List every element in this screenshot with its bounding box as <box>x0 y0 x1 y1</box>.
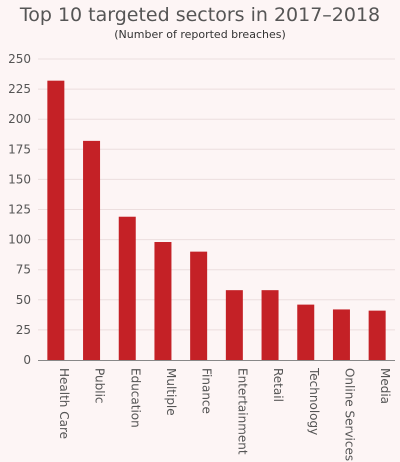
bar <box>332 309 350 360</box>
y-tick-label: 225 <box>8 82 31 96</box>
y-tick-label: 50 <box>16 293 31 307</box>
bar <box>368 310 386 360</box>
bar <box>83 140 101 360</box>
bar <box>297 304 315 360</box>
x-category-label: Education <box>128 368 142 428</box>
y-tick-label: 125 <box>8 203 31 217</box>
bar <box>225 290 243 360</box>
y-tick-label: 175 <box>8 142 31 156</box>
y-tick-label: 100 <box>8 233 31 247</box>
y-tick-label: 75 <box>16 263 31 277</box>
x-category-label: Retail <box>271 368 285 402</box>
x-category-label: Finance <box>200 368 214 414</box>
y-tick-label: 150 <box>8 172 31 186</box>
chart-subtitle: (Number of reported breaches) <box>114 28 286 41</box>
bar <box>47 80 65 360</box>
x-category-label: Media <box>378 368 392 404</box>
bar <box>154 242 172 360</box>
bar <box>190 251 208 360</box>
bar <box>118 216 136 360</box>
x-category-label: Online Services <box>342 368 356 461</box>
bar <box>261 290 279 360</box>
y-tick-label: 0 <box>23 353 31 367</box>
x-category-label: Multiple <box>164 368 178 416</box>
chart-title: Top 10 targeted sectors in 2017–2018 <box>19 4 381 26</box>
y-tick-label: 250 <box>8 52 31 66</box>
x-category-label: Public <box>93 368 107 404</box>
y-tick-label: 200 <box>8 112 31 126</box>
x-category-label: Entertainment <box>235 368 249 455</box>
x-category-label: Health Care <box>57 368 71 439</box>
y-tick-label: 25 <box>16 323 31 337</box>
x-category-label: Technology <box>307 367 321 435</box>
